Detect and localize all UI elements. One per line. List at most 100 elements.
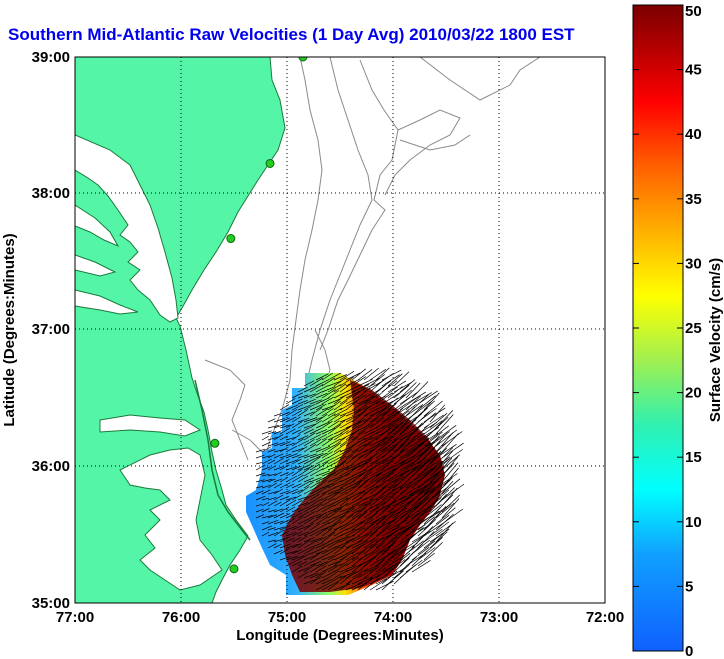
velocity-vectors: [255, 367, 465, 591]
velocity-vector: [315, 516, 329, 525]
velocity-vector: [255, 448, 266, 453]
velocity-vector: [285, 466, 298, 471]
velocity-vector: [411, 437, 430, 453]
velocity-vector: [423, 450, 442, 471]
lon-tick-label: 75:00: [268, 609, 306, 626]
velocity-vector: [297, 531, 310, 537]
velocity-vector: [393, 502, 410, 519]
velocity-vector: [255, 503, 263, 507]
velocity-vector: [327, 420, 340, 429]
velocity-vector: [261, 435, 269, 441]
velocity-vector: [309, 547, 324, 555]
velocity-vector: [351, 368, 367, 381]
velocity-vector: [339, 445, 354, 453]
velocity-vector: [279, 424, 291, 429]
velocity-vector: [435, 425, 457, 441]
velocity-vector: [345, 521, 363, 531]
velocity-vector: [399, 529, 416, 543]
velocity-vector: [279, 435, 288, 441]
velocity-vector: [423, 431, 443, 447]
colorbar-tick-label: 50: [685, 3, 702, 20]
velocity-vector: [279, 417, 291, 423]
velocity-vector: [429, 404, 446, 423]
velocity-vector: [393, 570, 409, 585]
velocity-vector: [387, 386, 403, 399]
velocity-vector: [381, 477, 400, 489]
velocity-vector: [321, 491, 337, 501]
velocity-vector: [405, 404, 424, 417]
velocity-vector: [315, 505, 328, 513]
velocity-vector: [381, 536, 398, 549]
velocity-vector: [423, 532, 444, 549]
velocity-vector: [267, 527, 276, 531]
velocity-vector: [393, 474, 409, 489]
velocity-vector: [345, 527, 361, 537]
velocity-vector: [393, 384, 410, 399]
velocity-vector: [327, 505, 344, 513]
velocity-vector: [381, 374, 400, 387]
velocity-vector: [357, 502, 372, 513]
velocity-vector: [327, 372, 342, 381]
velocity-vector: [285, 398, 296, 405]
velocity-vector: [333, 541, 349, 549]
velocity-vector: [393, 515, 410, 531]
velocity-vector: [351, 454, 365, 465]
velocity-vector: [303, 559, 316, 567]
velocity-vector: [345, 509, 361, 519]
velocity-vector: [423, 422, 442, 441]
velocity-vector: [435, 447, 454, 465]
velocity-vector: [333, 426, 350, 435]
velocity-vector: [273, 488, 283, 495]
velocity-vector: [321, 564, 338, 573]
velocity-vector: [303, 481, 314, 489]
velocity-vector: [369, 436, 389, 447]
velocity-vector: [285, 531, 297, 537]
velocity-vector: [393, 419, 410, 435]
velocity-vector: [429, 464, 447, 483]
velocity-vector: [351, 568, 368, 579]
velocity-vector: [303, 428, 314, 435]
lon-tick-label: 76:00: [162, 609, 200, 626]
velocity-vector: [339, 408, 357, 417]
velocity-vector: [327, 563, 342, 573]
velocity-vector: [279, 525, 291, 531]
velocity-vector: [417, 486, 435, 501]
velocity-vector: [267, 453, 276, 459]
velocity-vector: [387, 507, 408, 519]
velocity-vector: [291, 565, 303, 573]
velocity-vector: [411, 550, 428, 567]
velocity-vector: [309, 391, 323, 399]
velocity-vector: [351, 482, 367, 495]
velocity-vector: [345, 573, 362, 585]
velocity-vector: [327, 380, 341, 387]
velocity-vector: [375, 566, 393, 579]
velocity-vector: [357, 448, 375, 459]
velocity-vector: [303, 536, 315, 543]
velocity-vector: [435, 432, 454, 453]
velocity-vector: [387, 373, 403, 387]
velocity-vector: [357, 484, 375, 495]
velocity-vector: [279, 536, 291, 543]
velocity-vector: [297, 468, 310, 477]
velocity-vector: [375, 581, 394, 591]
velocity-vector: [315, 480, 328, 489]
velocity-vector: [375, 533, 392, 549]
velocity-vector: [333, 436, 347, 447]
velocity-vector: [393, 535, 413, 549]
velocity-vector: [267, 543, 277, 549]
velocity-vector: [315, 485, 330, 495]
velocity-vector: [291, 434, 301, 441]
velocity-vector: [291, 560, 302, 567]
velocity-vector: [327, 438, 341, 447]
colorbar-tick-label: 10: [685, 514, 702, 531]
velocity-vector: [411, 407, 428, 423]
velocity-vector: [351, 449, 368, 459]
velocity-vector: [363, 367, 379, 381]
velocity-vector: [327, 546, 340, 555]
velocity-vector: [327, 570, 340, 579]
velocity-vector: [321, 386, 336, 393]
velocity-vector: [411, 456, 432, 471]
velocity-vector: [411, 497, 430, 513]
velocity-vector: [381, 574, 399, 591]
